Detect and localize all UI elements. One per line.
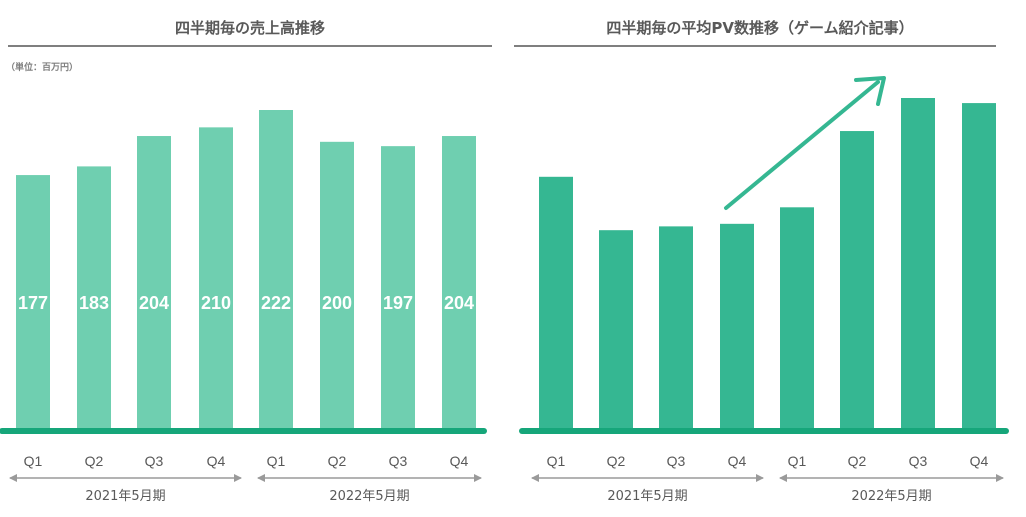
right-bar (720, 223, 754, 431)
right-bar (901, 98, 935, 431)
right-bar (539, 176, 573, 431)
left-bar-value-label: 197 (383, 293, 413, 313)
left-bar (381, 146, 415, 431)
right-x-tick-label: Q2 (607, 453, 626, 469)
right-bar (840, 131, 874, 431)
right-x-tick-label: Q4 (728, 453, 747, 469)
left-bar (137, 136, 171, 431)
left-x-tick-label: Q4 (450, 453, 469, 469)
right-bar (962, 103, 996, 431)
left-bar (16, 175, 50, 431)
left-period-label: 2021年5月期 (85, 489, 165, 504)
right-period-label: 2022年5月期 (851, 489, 931, 504)
left-chart-title: 四半期毎の売上高推移 (175, 19, 325, 37)
right-period-label: 2021年5月期 (607, 489, 687, 504)
right-x-tick-label: Q3 (909, 453, 928, 469)
left-bar-value-label: 204 (139, 293, 169, 313)
left-bar-value-label: 222 (261, 293, 291, 313)
right-x-tick-label: Q2 (848, 453, 867, 469)
right-x-tick-label: Q3 (667, 453, 686, 469)
right-bar (780, 207, 814, 431)
left-bar (442, 136, 476, 431)
left-unit-label: （単位：百万円） (6, 61, 78, 73)
left-x-tick-label: Q1 (267, 453, 286, 469)
right-bar (659, 226, 693, 431)
trend-arrow-head (854, 76, 886, 106)
left-x-tick-label: Q4 (207, 453, 226, 469)
left-x-tick-label: Q3 (389, 453, 408, 469)
trend-arrow-shaft (724, 80, 880, 210)
left-x-tick-label: Q2 (85, 453, 104, 469)
left-bar (199, 127, 233, 431)
right-chart-title: 四半期毎の平均PV数推移（ゲーム紹介記事） (606, 19, 913, 37)
right-bar (599, 230, 633, 431)
left-bar-value-label: 204 (444, 293, 474, 313)
left-bar (259, 110, 293, 431)
left-x-tick-label: Q1 (24, 453, 43, 469)
left-period-label: 2022年5月期 (329, 489, 409, 504)
left-bar-value-label: 210 (201, 293, 231, 313)
left-bar (320, 141, 354, 432)
left-x-tick-label: Q3 (145, 453, 164, 469)
left-bar-value-label: 183 (79, 293, 109, 313)
left-bar-value-label: 200 (322, 293, 352, 313)
right-x-tick-label: Q1 (547, 453, 566, 469)
left-x-tick-label: Q2 (328, 453, 347, 469)
left-bar-value-label: 177 (18, 293, 48, 313)
right-x-tick-label: Q1 (788, 453, 807, 469)
left-bar (77, 166, 111, 431)
left-bar-group: 177 Q1 183 Q2 204 Q3 210 Q4 222 Q1 200 Q2 197 Q3 204 Q4… (0, 110, 487, 504)
right-bar-group: Q1 Q2 Q3 Q4 Q1 Q2 Q3 Q4 2021年5月期 2022年5月期 (519, 76, 1009, 504)
right-x-tick-label: Q4 (970, 453, 989, 469)
